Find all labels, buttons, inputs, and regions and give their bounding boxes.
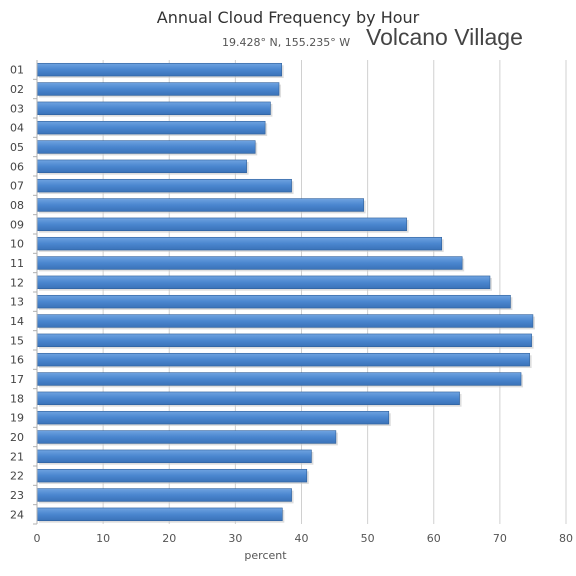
- bar-03: [36, 101, 271, 116]
- bar-07: [36, 178, 292, 193]
- y-tick-label: 03: [10, 102, 24, 115]
- y-tick-label: 22: [10, 470, 24, 483]
- bar-04: [36, 120, 266, 135]
- bar-24: [36, 507, 283, 522]
- y-tick-label: 14: [10, 315, 24, 328]
- y-tick-label: 19: [10, 412, 24, 425]
- y-tick-label: 07: [10, 180, 24, 193]
- y-tick-label: 24: [10, 508, 24, 521]
- x-tick-label: 60: [427, 532, 441, 545]
- y-tick-label: 20: [10, 431, 24, 444]
- y-tick-label: 23: [10, 489, 24, 502]
- bar-20: [36, 430, 337, 444]
- y-tick-label: 08: [10, 199, 24, 212]
- x-axis-label: percent: [244, 549, 287, 562]
- bar-19: [36, 410, 390, 425]
- y-tick-label: 05: [10, 141, 24, 154]
- x-tick-label: 10: [96, 532, 110, 545]
- bar-23: [36, 488, 292, 502]
- bar-14: [36, 314, 534, 328]
- y-tick-label: 06: [10, 160, 24, 173]
- bar-21: [36, 449, 312, 464]
- chart-title: Annual Cloud Frequency by Hour: [156, 8, 420, 27]
- bar-16: [36, 352, 530, 367]
- bar-10: [36, 236, 442, 251]
- grid-lines: [102, 60, 567, 524]
- x-tick-label: 40: [295, 532, 309, 545]
- y-tick-label: 02: [10, 83, 24, 96]
- y-tick-label: 18: [10, 392, 24, 405]
- bar-08: [36, 198, 364, 212]
- chart-coordinates: 19.428° N, 155.235° W: [222, 36, 351, 49]
- bar-01: [36, 62, 282, 77]
- y-tick-label: 13: [10, 296, 24, 309]
- y-tick-label: 11: [10, 257, 24, 270]
- bar-02: [36, 82, 280, 96]
- x-tick-label: 70: [493, 532, 507, 545]
- x-tick-label: 50: [361, 532, 375, 545]
- bar-12: [36, 275, 491, 290]
- x-tick-label: 0: [34, 532, 41, 545]
- bar-18: [36, 391, 460, 406]
- y-tick-label: 04: [10, 122, 24, 135]
- y-tick-label: 10: [10, 238, 24, 251]
- bar-05: [36, 140, 256, 154]
- x-tick-label: 30: [228, 532, 242, 545]
- bar-13: [36, 294, 511, 309]
- y-tick-label: 09: [10, 218, 24, 231]
- y-tick-label: 12: [10, 276, 24, 289]
- bar-11: [36, 256, 463, 270]
- y-tick-label: 21: [10, 450, 24, 463]
- y-tick-label: 01: [10, 64, 24, 77]
- chart-location: Volcano Village: [366, 24, 523, 50]
- y-tick-label: 15: [10, 334, 24, 347]
- x-tick-label: 20: [162, 532, 176, 545]
- bar-15: [36, 333, 532, 348]
- bar-06: [36, 159, 247, 174]
- bar-17: [36, 372, 522, 386]
- bars: [36, 62, 535, 523]
- y-tick-label: 16: [10, 354, 24, 367]
- x-tick-label: 80: [559, 532, 573, 545]
- y-tick-label: 17: [10, 373, 24, 386]
- axes: 0 10 20 30 40 50 60 70 80 01 02 03 04 05 06 07 08 09 10 11 1…: [10, 60, 573, 545]
- bar-22: [36, 468, 308, 483]
- bar-09: [36, 217, 407, 232]
